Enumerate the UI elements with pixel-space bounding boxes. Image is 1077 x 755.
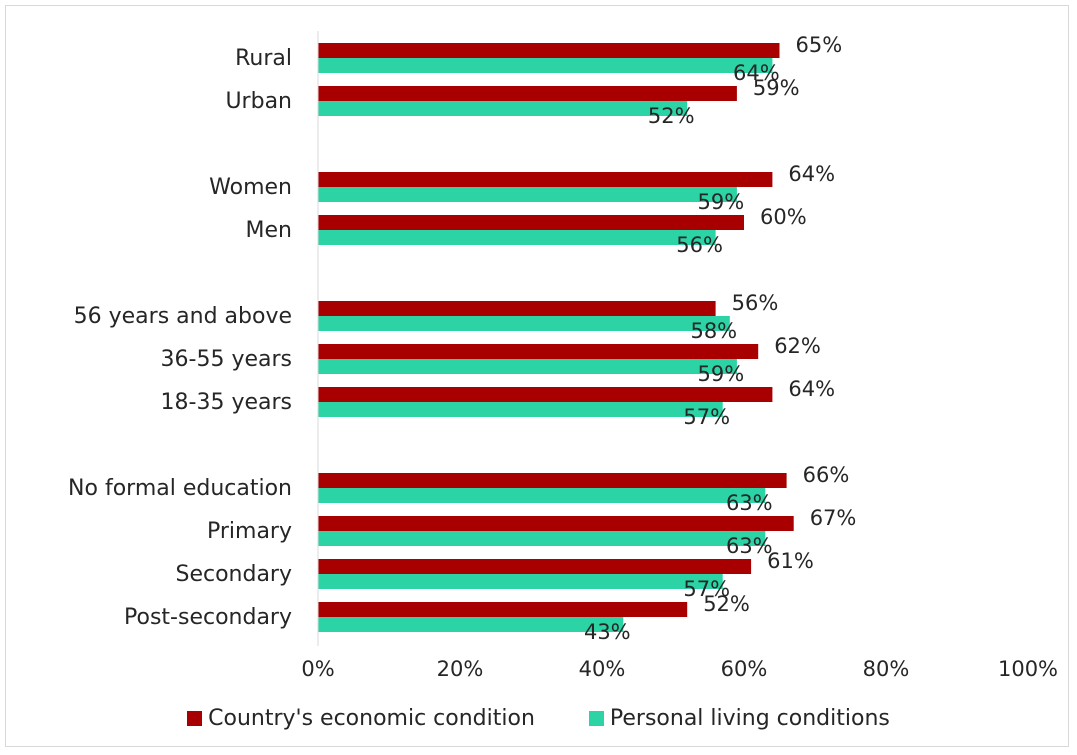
data-label-country-economic: 65% bbox=[796, 33, 843, 57]
category-label: Women bbox=[209, 175, 292, 200]
bar-personal-living bbox=[318, 101, 688, 116]
legend-item-personal-living: Personal living conditions bbox=[588, 706, 890, 731]
category-label: 36-55 years bbox=[161, 347, 292, 372]
category-label: Rural bbox=[235, 46, 292, 71]
category-label: Primary bbox=[207, 519, 292, 544]
data-label-personal-living: 59% bbox=[698, 190, 745, 214]
x-tick-label: 40% bbox=[579, 657, 626, 681]
bar-country-economic bbox=[318, 387, 773, 402]
category-label: 18-35 years bbox=[161, 390, 292, 415]
bar-country-economic bbox=[318, 43, 780, 58]
legend: Country's economic condition Personal li… bbox=[0, 706, 1077, 731]
bar-country-economic bbox=[318, 172, 773, 187]
data-label-personal-living: 43% bbox=[584, 620, 631, 644]
bar-country-economic bbox=[318, 473, 787, 488]
bar-personal-living bbox=[318, 531, 766, 546]
data-label-country-economic: 62% bbox=[774, 334, 821, 358]
category-label: 56 years and above bbox=[74, 304, 292, 329]
data-label-country-economic: 66% bbox=[803, 463, 850, 487]
legend-swatch-country-economic bbox=[187, 711, 203, 726]
data-label-country-economic: 52% bbox=[703, 592, 750, 616]
data-label-personal-living: 52% bbox=[648, 104, 695, 128]
data-label-personal-living: 64% bbox=[733, 61, 780, 85]
legend-swatch-personal-living bbox=[588, 711, 604, 726]
bar-country-economic bbox=[318, 559, 752, 574]
data-label-country-economic: 56% bbox=[732, 291, 779, 315]
category-label: No formal education bbox=[68, 476, 292, 501]
bar-country-economic bbox=[318, 215, 744, 230]
category-label: Men bbox=[246, 218, 292, 243]
data-label-personal-living: 57% bbox=[683, 577, 730, 601]
data-label-personal-living: 63% bbox=[726, 534, 773, 558]
category-label: Post-secondary bbox=[124, 605, 292, 630]
data-label-personal-living: 58% bbox=[690, 319, 737, 343]
bar-personal-living bbox=[318, 187, 737, 202]
bar-personal-living bbox=[318, 402, 723, 417]
data-label-personal-living: 56% bbox=[676, 233, 723, 257]
data-label-personal-living: 63% bbox=[726, 491, 773, 515]
bar-country-economic bbox=[318, 301, 716, 316]
data-label-personal-living: 59% bbox=[698, 362, 745, 386]
plot-area: Rural65%64%Urban59%52%Women64%59%Men60%5… bbox=[68, 31, 1058, 681]
bar-personal-living bbox=[318, 574, 723, 589]
bar-country-economic bbox=[318, 602, 688, 617]
x-tick-label: 60% bbox=[721, 657, 768, 681]
data-label-country-economic: 64% bbox=[788, 377, 835, 401]
bar-personal-living bbox=[318, 488, 766, 503]
category-label: Secondary bbox=[175, 562, 292, 587]
bar-country-economic bbox=[318, 86, 737, 101]
legend-label-country-economic: Country's economic condition bbox=[208, 706, 535, 731]
legend-label-personal-living: Personal living conditions bbox=[609, 706, 890, 731]
x-tick-label: 0% bbox=[301, 657, 334, 681]
x-tick-label: 20% bbox=[437, 657, 484, 681]
x-tick-label: 80% bbox=[863, 657, 910, 681]
bar-personal-living bbox=[318, 617, 624, 632]
category-label: Urban bbox=[225, 89, 292, 114]
bar-chart: Rural65%64%Urban59%52%Women64%59%Men60%5… bbox=[68, 31, 1058, 681]
bar-personal-living bbox=[318, 58, 773, 73]
bar-personal-living bbox=[318, 316, 730, 331]
bar-personal-living bbox=[318, 359, 737, 374]
bar-personal-living bbox=[318, 230, 716, 245]
data-label-country-economic: 67% bbox=[810, 506, 857, 530]
bar-country-economic bbox=[318, 516, 794, 531]
x-tick-label: 100% bbox=[998, 657, 1058, 681]
data-label-country-economic: 64% bbox=[788, 162, 835, 186]
data-label-country-economic: 61% bbox=[767, 549, 814, 573]
legend-item-country-economic: Country's economic condition bbox=[187, 706, 535, 731]
data-label-country-economic: 60% bbox=[760, 205, 807, 229]
data-label-country-economic: 59% bbox=[753, 76, 800, 100]
bar-country-economic bbox=[318, 344, 759, 359]
data-label-personal-living: 57% bbox=[683, 405, 730, 429]
